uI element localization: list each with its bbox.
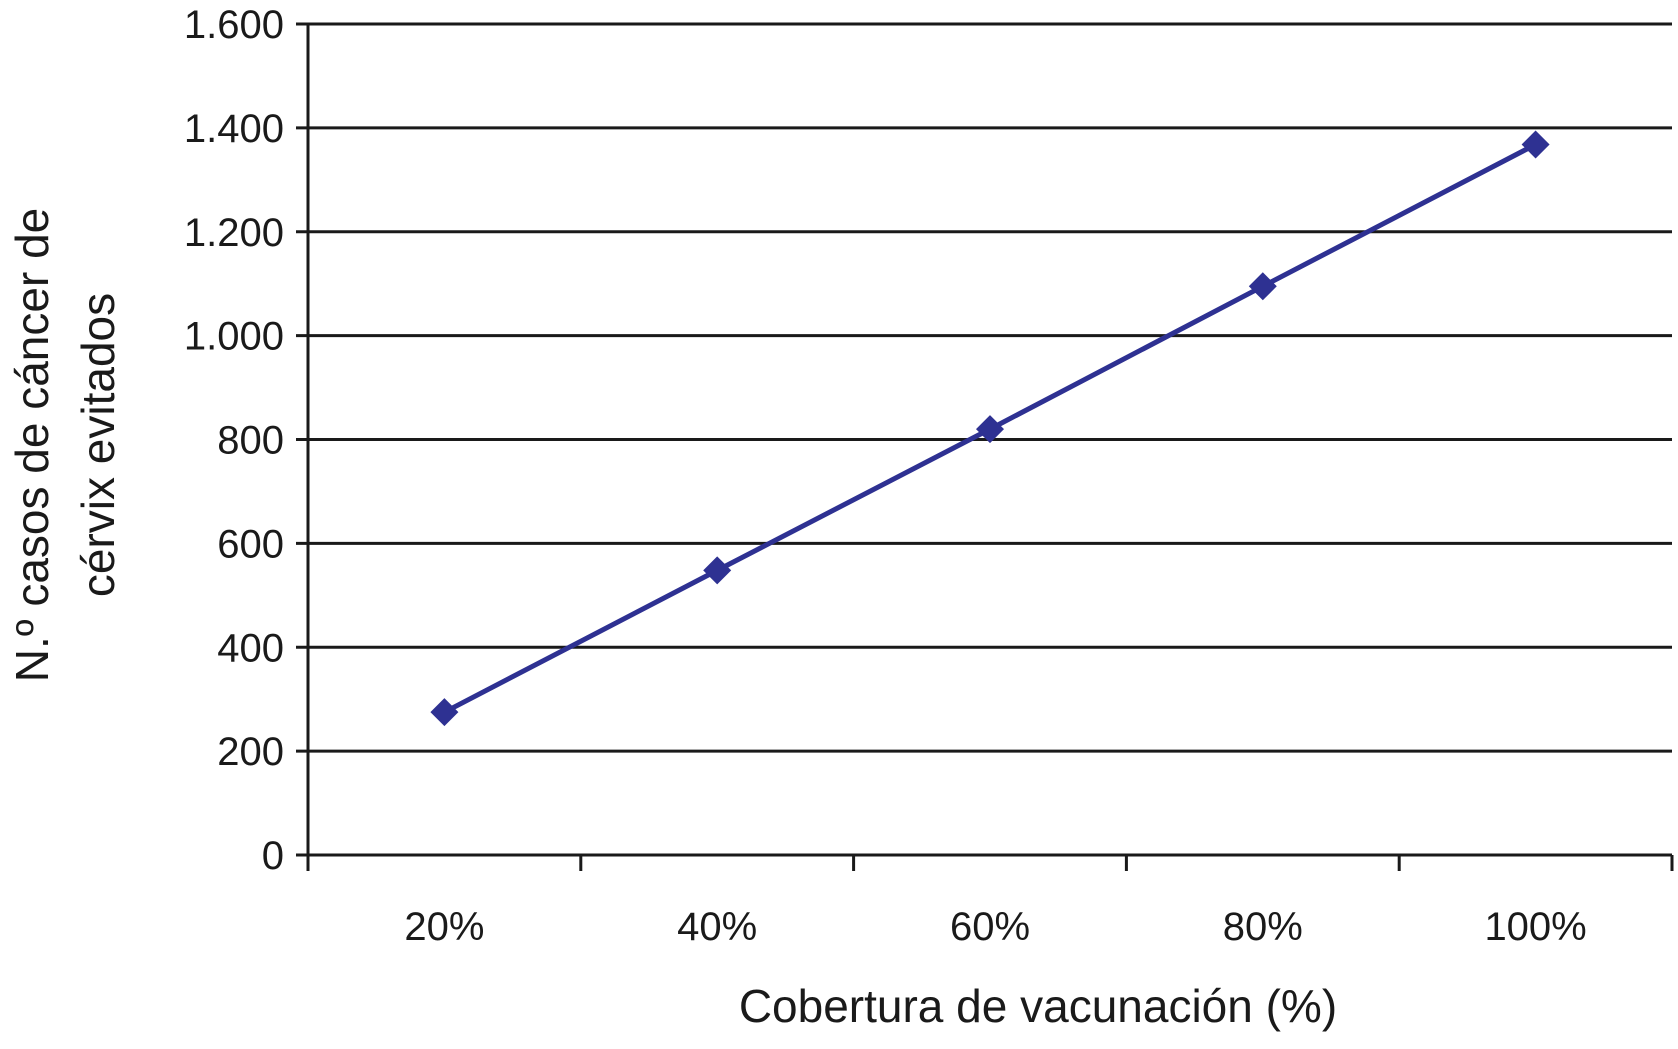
y-tick-label-6: 1.200 [184, 211, 284, 255]
axes [296, 22, 1674, 871]
y-axis-title-line-2: cérvix evitados [72, 293, 124, 597]
y-axis-title-line-1: N.º casos de cáncer de [6, 208, 58, 683]
data-point-marker-4 [1521, 130, 1550, 159]
data-point-marker-1 [703, 556, 732, 585]
y-tick-label-4: 800 [217, 419, 284, 463]
y-tick-label-2: 400 [217, 626, 284, 670]
x-axis-title: Cobertura de vacunación (%) [739, 980, 1337, 1032]
x-tick-label-3: 80% [1223, 905, 1303, 949]
x-tick-label-0: 20% [404, 905, 484, 949]
y-tick-label-5: 1.000 [184, 315, 284, 359]
y-tick-label-0: 0 [262, 834, 284, 878]
y-tick-label-3: 600 [217, 522, 284, 566]
x-tick-label-4: 100% [1484, 905, 1586, 949]
y-tick-label-8: 1.600 [184, 3, 284, 47]
data-point-marker-3 [1248, 272, 1277, 301]
x-tick-label-2: 60% [950, 905, 1030, 949]
y-tick-label-1: 200 [217, 730, 284, 774]
data-series [430, 130, 1550, 727]
data-point-marker-0 [430, 698, 459, 727]
gridlines [308, 22, 1672, 753]
x-tick-label-1: 40% [677, 905, 757, 949]
data-point-marker-2 [976, 415, 1004, 444]
x-tick-labels: 20% 40% 60% 80% 100% [404, 905, 1586, 949]
y-tick-labels: 0 200 400 600 800 1.000 1.200 1.400 1.600 [184, 3, 284, 878]
y-axis-title: N.º casos de cáncer de cérvix evitados [6, 208, 124, 683]
y-tick-label-7: 1.400 [184, 107, 284, 151]
